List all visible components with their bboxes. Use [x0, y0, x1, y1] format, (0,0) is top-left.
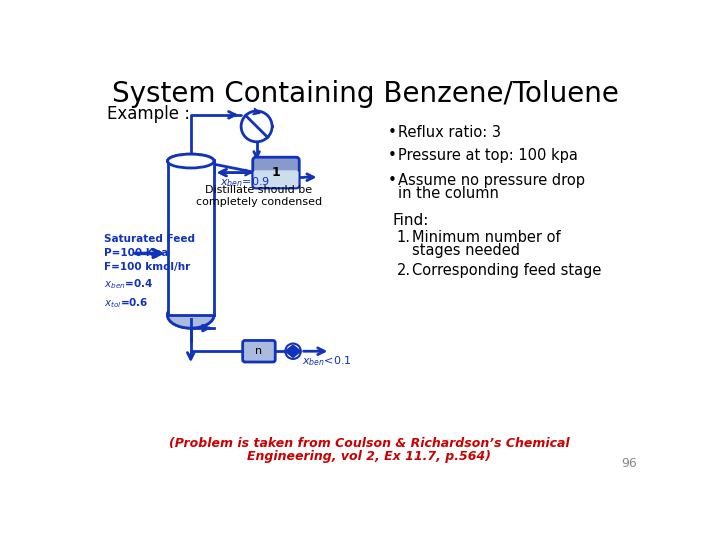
- Circle shape: [241, 111, 272, 142]
- Text: Distillate should be
completely condensed: Distillate should be completely condense…: [196, 185, 322, 206]
- Bar: [168, 161, 214, 315]
- Text: 2.: 2.: [397, 264, 411, 279]
- Ellipse shape: [168, 302, 214, 328]
- Ellipse shape: [168, 154, 214, 168]
- Polygon shape: [285, 345, 293, 357]
- Text: Reflux ratio: 3: Reflux ratio: 3: [398, 125, 501, 140]
- Text: 96: 96: [621, 457, 637, 470]
- Text: •: •: [388, 125, 397, 140]
- Ellipse shape: [168, 154, 214, 168]
- Text: (Problem is taken from Coulson & Richardson’s Chemical: (Problem is taken from Coulson & Richard…: [168, 437, 570, 450]
- Text: Assume no pressure drop: Assume no pressure drop: [398, 173, 585, 187]
- Text: 1: 1: [271, 166, 280, 179]
- FancyBboxPatch shape: [253, 157, 300, 188]
- Text: $x_{ben}$<0.1: $x_{ben}$<0.1: [302, 354, 352, 368]
- Text: Example :: Example :: [107, 105, 190, 123]
- Text: 1.: 1.: [397, 230, 411, 245]
- Text: Corresponding feed stage: Corresponding feed stage: [413, 264, 602, 279]
- Text: $x_{ben}$=0.9: $x_{ben}$=0.9: [220, 176, 270, 190]
- Text: System Containing Benzene/Toluene: System Containing Benzene/Toluene: [112, 80, 618, 108]
- Text: Minimum number of: Minimum number of: [413, 230, 561, 245]
- Text: stages needed: stages needed: [413, 244, 521, 259]
- Text: Pressure at top: 100 kpa: Pressure at top: 100 kpa: [398, 148, 578, 163]
- FancyBboxPatch shape: [253, 170, 299, 187]
- Text: in the column: in the column: [398, 186, 500, 201]
- Text: n: n: [256, 346, 263, 356]
- Text: Engineering, vol 2, Ex 11.7, p.564): Engineering, vol 2, Ex 11.7, p.564): [247, 450, 491, 463]
- Polygon shape: [293, 345, 301, 357]
- Text: •: •: [388, 173, 397, 187]
- Circle shape: [285, 343, 301, 359]
- FancyBboxPatch shape: [243, 340, 275, 362]
- Ellipse shape: [168, 302, 214, 328]
- Text: Saturated Feed
P=100 Kpa
F=100 kmol/hr
$x_{ben}$=0.4
$x_{tol}$=0.6: Saturated Feed P=100 Kpa F=100 kmol/hr $…: [104, 234, 195, 310]
- Text: Find:: Find:: [392, 213, 428, 228]
- Text: •: •: [388, 148, 397, 163]
- Bar: [163, 157, 218, 315]
- Bar: [168, 161, 214, 315]
